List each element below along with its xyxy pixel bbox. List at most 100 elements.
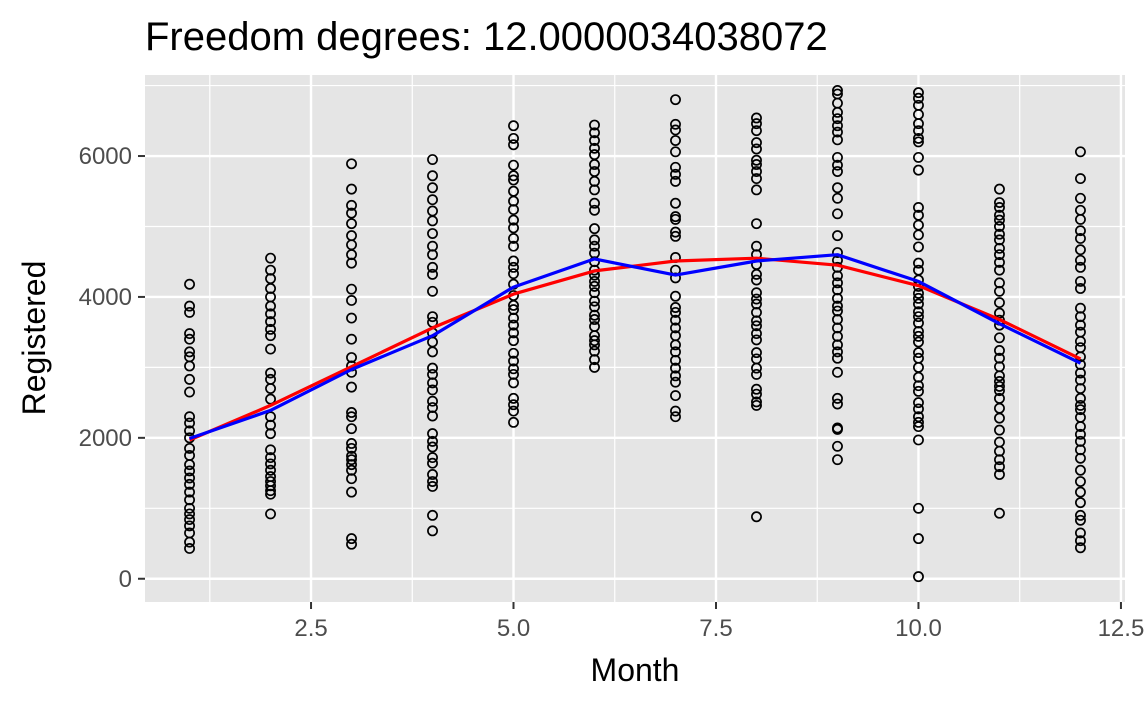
data-point	[508, 355, 519, 367]
data-point	[913, 229, 924, 241]
data-point	[994, 228, 1005, 240]
data-point	[832, 159, 843, 171]
data-point	[265, 458, 276, 470]
data-point	[751, 118, 762, 130]
data-point	[184, 543, 195, 554]
data-point	[913, 306, 924, 318]
y-tick-label: 4000	[79, 284, 132, 311]
data-point	[265, 300, 276, 312]
y-tick-label: 0	[119, 566, 132, 593]
data-point	[589, 275, 600, 287]
x-tick-label: 10.0	[895, 615, 942, 642]
data-point	[832, 352, 843, 364]
data-point	[346, 473, 357, 485]
data-point	[265, 367, 276, 379]
y-tick-label: 2000	[79, 425, 132, 452]
data-point	[184, 386, 195, 398]
data-point	[508, 377, 519, 389]
data-point	[994, 249, 1005, 261]
data-point	[832, 120, 843, 132]
data-point	[589, 354, 600, 366]
data-point	[346, 423, 357, 435]
data-point	[670, 290, 681, 302]
data-point	[832, 166, 843, 177]
data-point	[751, 396, 762, 408]
data-point	[508, 233, 519, 244]
data-point	[427, 362, 438, 374]
data-point	[346, 407, 357, 418]
data-point	[1075, 146, 1086, 158]
data-point	[913, 87, 924, 99]
data-point	[1075, 428, 1086, 440]
data-point	[670, 354, 681, 366]
data-point	[589, 361, 600, 373]
data-point	[832, 270, 843, 282]
data-point	[670, 94, 681, 106]
data-point	[589, 127, 600, 139]
data-point	[427, 457, 438, 469]
data-point	[265, 316, 276, 328]
data-point	[670, 405, 681, 417]
data-point	[589, 314, 600, 325]
data-point	[1075, 254, 1086, 266]
data-point	[832, 134, 843, 146]
x-tick-label: 2.5	[294, 615, 327, 642]
data-point	[265, 444, 276, 456]
data-point	[913, 416, 924, 428]
data-point	[994, 412, 1005, 424]
data-point	[670, 135, 681, 146]
data-point	[913, 347, 924, 359]
data-point	[589, 142, 600, 154]
data-point	[913, 311, 924, 323]
data-point	[1075, 319, 1086, 331]
data-point	[913, 336, 924, 348]
data-point	[751, 173, 762, 185]
data-point	[751, 268, 762, 280]
data-point	[184, 472, 195, 484]
data-point	[913, 164, 924, 176]
data-point	[1075, 275, 1086, 287]
data-point	[913, 287, 924, 299]
data-point	[832, 85, 843, 96]
data-point	[1075, 244, 1086, 256]
data-point	[427, 509, 438, 521]
data-point	[508, 139, 519, 151]
data-point	[346, 538, 357, 550]
data-point	[265, 343, 276, 355]
data-point	[832, 339, 843, 351]
data-point	[427, 469, 438, 480]
data-point	[994, 197, 1005, 208]
data-point	[994, 424, 1005, 436]
data-point	[427, 441, 438, 453]
data-point	[1075, 404, 1086, 416]
data-point	[832, 454, 843, 466]
series-line-2	[188, 253, 1082, 441]
data-point	[751, 388, 762, 400]
data-point	[346, 283, 357, 295]
data-point	[670, 314, 681, 326]
data-point	[751, 125, 762, 137]
data-point	[184, 278, 195, 290]
data-point	[184, 360, 195, 372]
data-point	[832, 113, 843, 125]
data-point	[346, 207, 357, 219]
data-point	[346, 312, 357, 324]
data-point	[508, 170, 519, 182]
data-point	[913, 202, 924, 213]
x-tick-label: 12.5	[1098, 615, 1145, 642]
data-point	[832, 230, 843, 242]
data-point	[427, 268, 438, 280]
data-point	[670, 230, 681, 242]
data-point	[670, 197, 681, 209]
data-point	[427, 476, 438, 487]
data-point	[346, 158, 357, 170]
data-point	[670, 302, 681, 313]
data-point	[913, 132, 924, 144]
data-point	[589, 295, 600, 307]
data-point	[184, 514, 195, 526]
data-point	[265, 508, 276, 520]
data-point	[994, 221, 1005, 232]
data-point	[751, 383, 762, 395]
data-point	[751, 315, 762, 327]
